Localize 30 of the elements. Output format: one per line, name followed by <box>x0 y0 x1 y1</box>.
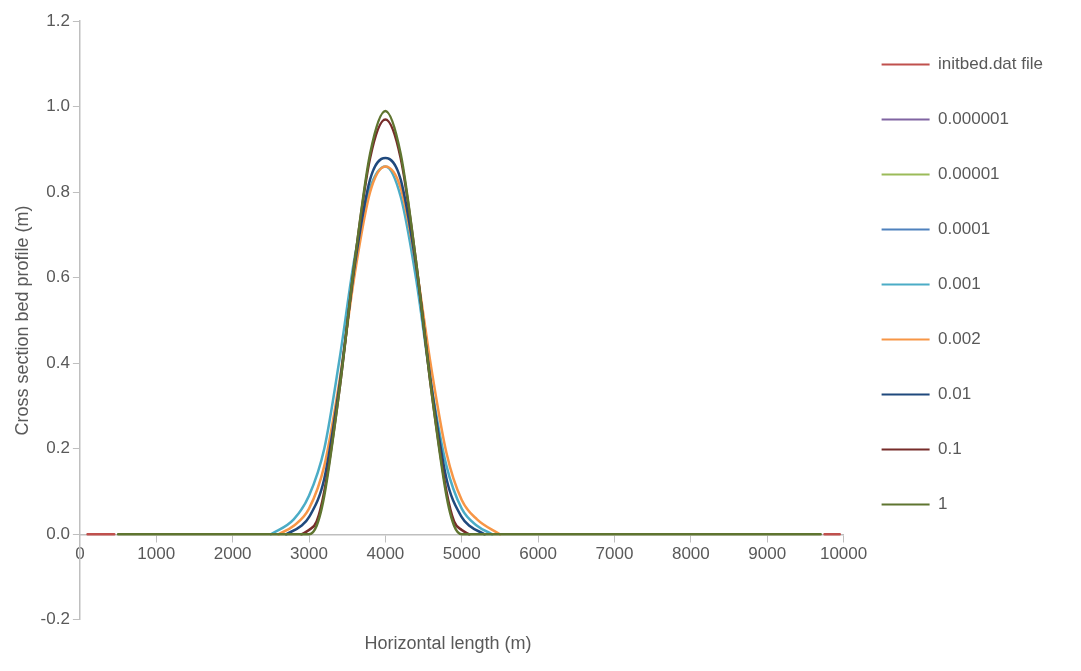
x-tick-label: 1000 <box>137 544 176 564</box>
y-tick-label: 1.2 <box>46 10 70 30</box>
x-tick-label: 6000 <box>519 544 558 564</box>
legend-label: 0.0001 <box>938 219 991 239</box>
x-tick-label: 7000 <box>595 544 634 564</box>
legend-label: 0.00001 <box>938 164 1000 184</box>
x-axis-title: Horizontal length (m) <box>363 633 533 654</box>
y-tick-label: 0.2 <box>46 438 70 458</box>
x-tick-label: 9000 <box>748 544 787 564</box>
legend-label: 1 <box>938 494 948 514</box>
legend-label: 0.01 <box>938 384 972 404</box>
x-tick-label: 0 <box>75 544 85 564</box>
legend-label: 0.002 <box>938 329 981 349</box>
y-tick-label: 1.0 <box>46 96 70 116</box>
legend-label: 0.001 <box>938 274 981 294</box>
y-tick-label: 0.0 <box>46 523 70 543</box>
legend-label: 0.000001 <box>938 109 1009 129</box>
legend-label: 0.1 <box>938 439 962 459</box>
y-tick-label: 0.6 <box>46 267 70 287</box>
x-tick-label: 4000 <box>366 544 405 564</box>
x-tick-label: 2000 <box>213 544 252 564</box>
y-tick-label: -0.2 <box>40 609 70 629</box>
y-tick-label: 0.4 <box>46 352 70 372</box>
x-tick-label: 10000 <box>819 544 868 564</box>
x-tick-label: 8000 <box>671 544 710 564</box>
y-tick-label: 0.8 <box>46 181 70 201</box>
y-axis-title: Cross section bed profile (m) <box>11 205 32 436</box>
x-tick-label: 5000 <box>442 544 481 564</box>
x-tick-label: 3000 <box>290 544 328 564</box>
legend-label: initbed.dat file <box>938 54 1043 74</box>
